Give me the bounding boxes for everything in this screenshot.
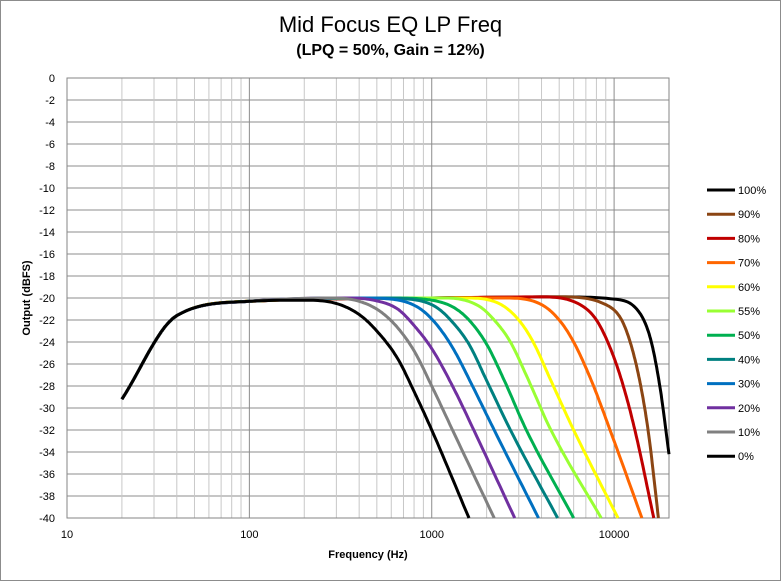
y-tick-label: -28 <box>39 381 55 393</box>
y-tick-label: -34 <box>39 447 55 459</box>
legend-label: 60% <box>738 282 760 294</box>
y-tick-label: -12 <box>39 205 55 217</box>
grid-layer <box>66 77 670 519</box>
y-tick-label: -4 <box>45 117 55 129</box>
legend-label: 80% <box>738 233 760 245</box>
series-line-90pct <box>120 295 660 519</box>
x-tick-label: 1000 <box>419 529 443 541</box>
legend-label: 0% <box>738 451 754 463</box>
y-tick-label: -36 <box>39 469 55 481</box>
legend-label: 30% <box>738 379 760 391</box>
y-tick-label: -8 <box>45 161 55 173</box>
chart-subtitle: (LPQ = 50%, Gain = 12%) <box>296 42 485 59</box>
y-tick-label: -26 <box>39 359 55 371</box>
y-tick-label: 0 <box>49 73 55 85</box>
legend-label: 70% <box>738 258 760 270</box>
legend-label: 10% <box>738 427 760 439</box>
y-tick-label: -16 <box>39 249 55 261</box>
y-tick-label: -2 <box>45 95 55 107</box>
legend-label: 40% <box>738 354 760 366</box>
y-axis-title: Output (dBFS) <box>21 260 33 335</box>
x-tick-label: 10 <box>61 529 73 541</box>
legend-label: 20% <box>738 403 760 415</box>
legend: 100% 90% 80% 70% 60% 55% 50% 40% 30% 20% 10% 0% <box>707 185 766 463</box>
plot-area <box>66 77 670 519</box>
x-tick-label: 100 <box>240 529 258 541</box>
legend-label: 100% <box>738 185 766 197</box>
legend-label: 55% <box>738 306 760 318</box>
y-tick-label: -6 <box>45 139 55 151</box>
series-layer <box>120 295 671 519</box>
y-axis: 0 -2 -4 -6 -8 -10 -12 -14 -16 -18 -20 -22 -24 -26 -28 -… <box>39 73 55 525</box>
series-line-0pct <box>120 298 471 519</box>
y-tick-label: -22 <box>39 315 55 327</box>
y-tick-label: -14 <box>39 227 55 239</box>
y-tick-label: -40 <box>39 513 55 525</box>
x-axis-title: Frequency (Hz) <box>328 549 408 561</box>
y-tick-label: -18 <box>39 271 55 283</box>
x-tick-label: 10000 <box>599 529 630 541</box>
legend-label: 90% <box>738 209 760 221</box>
y-tick-label: -30 <box>39 403 55 415</box>
y-tick-label: -24 <box>39 337 55 349</box>
chart-title: Mid Focus EQ LP Freq <box>278 12 503 37</box>
y-tick-label: -20 <box>39 293 55 305</box>
y-tick-label: -38 <box>39 491 55 503</box>
legend-label: 50% <box>738 330 760 342</box>
x-axis: 10 100 1000 10000 <box>61 529 630 541</box>
y-tick-label: -10 <box>39 183 55 195</box>
y-tick-label: -32 <box>39 425 55 437</box>
